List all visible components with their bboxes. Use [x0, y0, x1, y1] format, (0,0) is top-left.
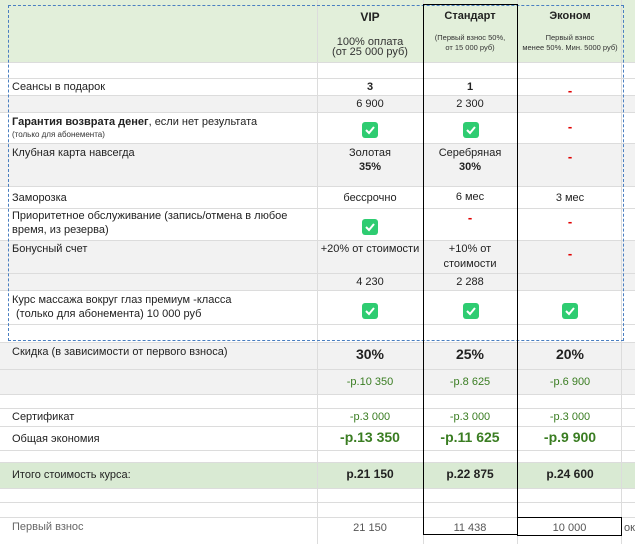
discount-amount-standard: -р.8 625: [449, 376, 491, 388]
sessions-label: Сеансы в подарок: [12, 81, 106, 93]
discount-amount-vip: -р.10 350: [346, 376, 394, 388]
sessions-price-vip: 6 900: [356, 98, 384, 110]
certificate-vip: -р.3 000: [349, 411, 391, 423]
club-card-econom-dash: -: [567, 149, 573, 164]
total-saving-label: Общая экономия: [12, 433, 100, 445]
bonus-amount-vip: 4 230: [356, 276, 384, 288]
total-cost-econom: р.24 600: [546, 467, 594, 481]
header-standard-note: (Первый взнос 50%, от 15 000 руб): [434, 33, 506, 52]
massage-label-line1: Курс массажа вокруг глаз премиум -класса: [12, 294, 232, 306]
total-saving-standard: -р.11 625: [440, 429, 500, 445]
discount-amount-econom: -р.6 900: [549, 376, 591, 388]
sessions-econom-dash: -: [567, 83, 573, 98]
total-cost-standard: р.22 875: [446, 467, 494, 481]
bonus-amount-standard: 2 288: [456, 276, 484, 288]
bonus-vip: +20% от стоимости: [320, 243, 420, 255]
freeze-standard: 6 мес: [455, 191, 485, 203]
gridline: [317, 0, 318, 544]
discount-label: Скидка (в зависимости от первого взноса): [12, 346, 228, 358]
gridline: [621, 0, 622, 544]
massage-vip-check-icon: [362, 303, 378, 319]
guarantee-label-rest: , если нет результата: [148, 116, 258, 128]
guarantee-label: Гарантия возврата денег, если нет резуль…: [12, 116, 257, 128]
header-econom-note: Первый взнос менее 50%. Мин. 5000 руб): [522, 33, 618, 52]
certificate-label: Сертификат: [12, 411, 75, 423]
freeze-label: Заморозка: [12, 192, 67, 204]
bonus-label: Бонусный счет: [12, 243, 88, 255]
selection-dashed-border: [8, 5, 624, 341]
sessions-standard: 1: [466, 81, 474, 93]
bonus-standard-line2: стоимости: [443, 258, 497, 270]
discount-vip: 30%: [355, 346, 385, 362]
priority-vip-check-icon: [362, 219, 378, 235]
priority-econom-dash: -: [567, 214, 573, 229]
first-payment-label: Первый взнос: [12, 521, 84, 533]
certificate-standard: -р.3 000: [449, 411, 491, 423]
club-card-label: Клубная карта навсегда: [12, 147, 135, 159]
club-card-vip-line2: 35%: [358, 161, 382, 173]
first-payment-econom: 10 000: [552, 522, 587, 534]
standard-column-border: [423, 4, 518, 535]
freeze-vip: бессрочно: [343, 192, 397, 204]
sessions-price-standard: 2 300: [456, 98, 484, 110]
guarantee-vip-check-icon: [362, 122, 378, 138]
massage-standard-check-icon: [463, 303, 479, 319]
massage-label-line2: (только для абонемента) 10 000 руб: [16, 308, 202, 320]
total-cost-label: Итого стоимость курса:: [12, 469, 131, 481]
club-card-vip-line1: Золотая: [349, 147, 391, 159]
sessions-vip: 3: [366, 81, 374, 93]
header-vip: VIP: [360, 10, 380, 24]
discount-econom: 20%: [555, 346, 585, 362]
certificate-econom: -р.3 000: [549, 411, 591, 423]
guarantee-standard-check-icon: [463, 122, 479, 138]
first-payment-econom-box: [517, 517, 622, 536]
guarantee-label-bold: Гарантия возврата денег: [12, 116, 149, 128]
first-payment-overflow: ок: [624, 522, 635, 534]
header-standard: Стандарт: [444, 10, 496, 22]
bonus-standard-line1: +10% от: [448, 243, 492, 255]
club-card-standard-line1: Серебряная: [438, 147, 502, 159]
total-cost-vip: р.21 150: [346, 467, 394, 481]
header-vip-note: 100% оплата (от 25 000 руб): [332, 36, 408, 58]
freeze-econom: 3 мес: [555, 192, 585, 204]
guarantee-econom-dash: -: [567, 119, 573, 134]
total-saving-econom: -р.9 900: [543, 429, 597, 445]
first-payment-standard: 11 438: [453, 522, 487, 534]
bonus-econom-dash: -: [567, 246, 573, 261]
discount-standard: 25%: [455, 346, 485, 362]
club-card-standard-line2: 30%: [458, 161, 482, 173]
priority-label-line1: Приоритетное обслуживание (запись/отмена…: [12, 210, 288, 222]
header-econom: Эконом: [549, 10, 591, 22]
priority-label-line2: время, из резерва): [12, 224, 109, 236]
total-saving-vip: -р.13 350: [340, 429, 400, 445]
first-payment-vip: 21 150: [353, 522, 387, 534]
massage-econom-check-icon: [562, 303, 578, 319]
guarantee-sub: (только для абонемента): [12, 130, 105, 139]
priority-standard-dash: -: [467, 210, 473, 225]
